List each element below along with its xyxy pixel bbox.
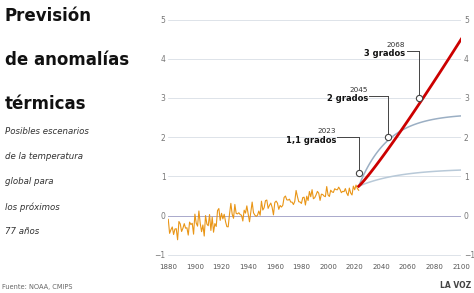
Text: 2 grados: 2 grados — [327, 94, 368, 103]
Text: 77 años: 77 años — [5, 227, 39, 236]
Text: 1,1 grados: 1,1 grados — [286, 136, 336, 145]
Text: Previsión: Previsión — [5, 7, 92, 25]
Text: global para: global para — [5, 177, 53, 186]
Text: de anomalías: de anomalías — [5, 51, 129, 69]
Text: 2068: 2068 — [387, 42, 405, 48]
Text: los próximos: los próximos — [5, 202, 60, 212]
Text: 3 grados: 3 grados — [364, 49, 405, 58]
Text: 2045: 2045 — [349, 87, 368, 93]
Text: térmicas: térmicas — [5, 95, 86, 113]
Text: de la temperatura: de la temperatura — [5, 152, 83, 161]
Text: Posibles escenarios: Posibles escenarios — [5, 127, 89, 137]
Text: Fuente: NOAA, CMIPS: Fuente: NOAA, CMIPS — [2, 284, 73, 290]
Text: LA VOZ: LA VOZ — [440, 281, 472, 290]
Text: 2023: 2023 — [318, 128, 336, 134]
